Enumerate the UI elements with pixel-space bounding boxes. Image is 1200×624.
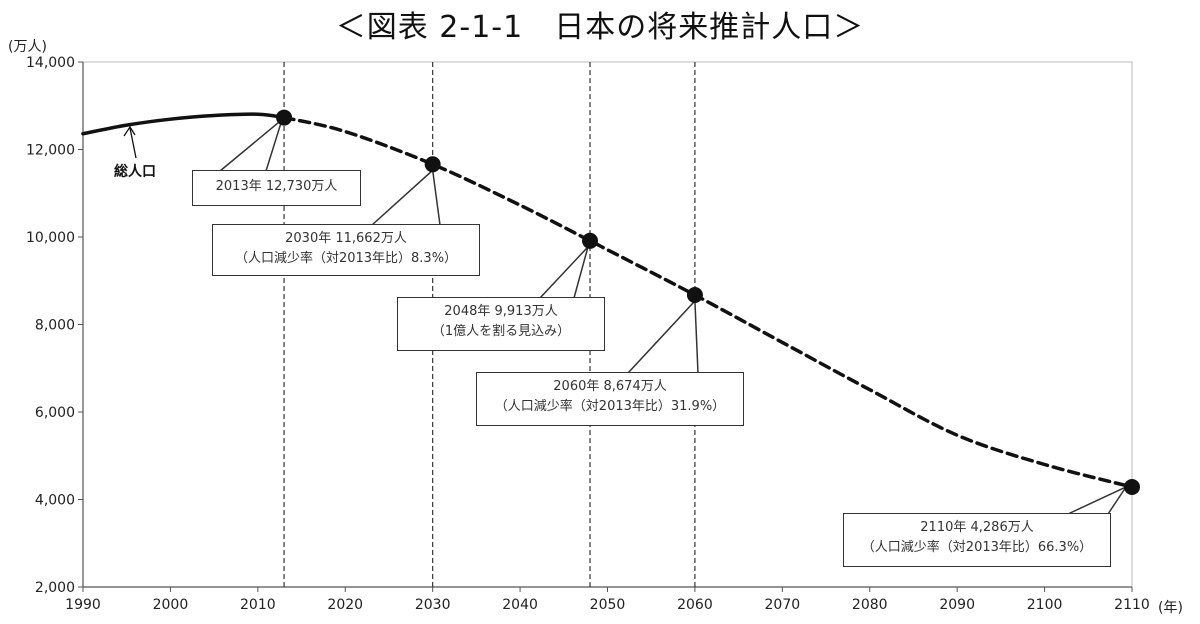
axes: 2,000 4,000 6,000 8,000 10,000 12,000 14,000 19… [26, 55, 1150, 613]
x-tick-label: 2020 [327, 597, 363, 613]
leader-2110 [1067, 485, 1129, 515]
leader-2048 [538, 246, 589, 299]
y-tick-label: 8,000 [35, 318, 75, 334]
callout-leaders [123, 117, 1129, 515]
callout-2048-line1: 2048年 9,913万人 [444, 304, 558, 319]
callout-2110-line1: 2110年 4,286万人 [920, 520, 1034, 535]
data-point-marker [582, 232, 599, 249]
x-tick-label: 2110 [1114, 597, 1150, 613]
data-markers [276, 109, 1140, 495]
y-unit-label: (万人) [8, 39, 47, 55]
callout-2048-line2: （1億人を割る見込み） [431, 324, 571, 339]
callout-2060-line1: 2060年 8,674万人 [553, 379, 667, 394]
callout-2013-line1: 2013年 12,730万人 [215, 179, 338, 194]
callout-2110: 2110年 4,286万人 （人口減少率（対2013年比）66.3%） [843, 513, 1111, 567]
leader-2030 [370, 168, 441, 226]
data-point-marker [1124, 478, 1140, 495]
data-point-marker [686, 287, 703, 304]
series-label-arrow [129, 127, 137, 159]
leader-2013 [217, 117, 284, 172]
callout-2030-line1: 2030年 11,662万人 [285, 231, 407, 246]
chart-title: ＜図表 2-1-1 日本の将来推計人口＞ [335, 10, 865, 45]
x-tick-label: 2010 [240, 597, 276, 613]
callout-2013: 2013年 12,730万人 [192, 170, 361, 206]
x-tick-label: 2060 [677, 597, 713, 613]
series-label-total: 総人口 [114, 163, 156, 180]
y-tick-label: 4,000 [35, 493, 75, 509]
series-line-projection [282, 115, 1134, 489]
callout-2060: 2060年 8,674万人 （人口減少率（対2013年比）31.9%） [476, 372, 744, 426]
x-tick-label: 1990 [65, 597, 101, 613]
data-point-marker [424, 156, 441, 173]
x-tick-label: 2070 [765, 597, 801, 613]
x-tick-label: 2000 [153, 597, 189, 613]
plot-frame [82, 61, 1133, 588]
x-tick-label: 2080 [852, 597, 888, 613]
callout-2030-line2: （人口減少率（対2013年比）8.3%） [234, 251, 458, 266]
leader-2060 [626, 299, 699, 374]
callout-2048: 2048年 9,913万人 （1億人を割る見込み） [397, 297, 605, 351]
series-lines [81, 112, 1134, 489]
y-tick-label: 2,000 [35, 580, 75, 596]
callout-2030: 2030年 11,662万人 （人口減少率（対2013年比）8.3%） [212, 224, 480, 276]
x-tick-label: 2050 [590, 597, 626, 613]
series-line-actual [81, 112, 286, 136]
x-unit-label: (年) [1158, 600, 1183, 616]
data-point-marker [276, 109, 293, 126]
x-tick-label: 2040 [502, 597, 538, 613]
callout-2110-line2: （人口減少率（対2013年比）66.3%） [861, 540, 1093, 555]
x-tick-label: 2100 [1027, 597, 1063, 613]
y-tick-label: 14,000 [26, 55, 75, 71]
y-tick-label: 10,000 [26, 230, 75, 246]
x-tick-label: 2090 [939, 597, 975, 613]
callout-2060-line2: （人口減少率（対2013年比）31.9%） [494, 399, 726, 414]
series-label-arrowhead [123, 125, 136, 137]
y-tick-label: 6,000 [35, 405, 75, 421]
x-tick-label: 2030 [415, 597, 451, 613]
y-tick-label: 12,000 [26, 143, 75, 159]
